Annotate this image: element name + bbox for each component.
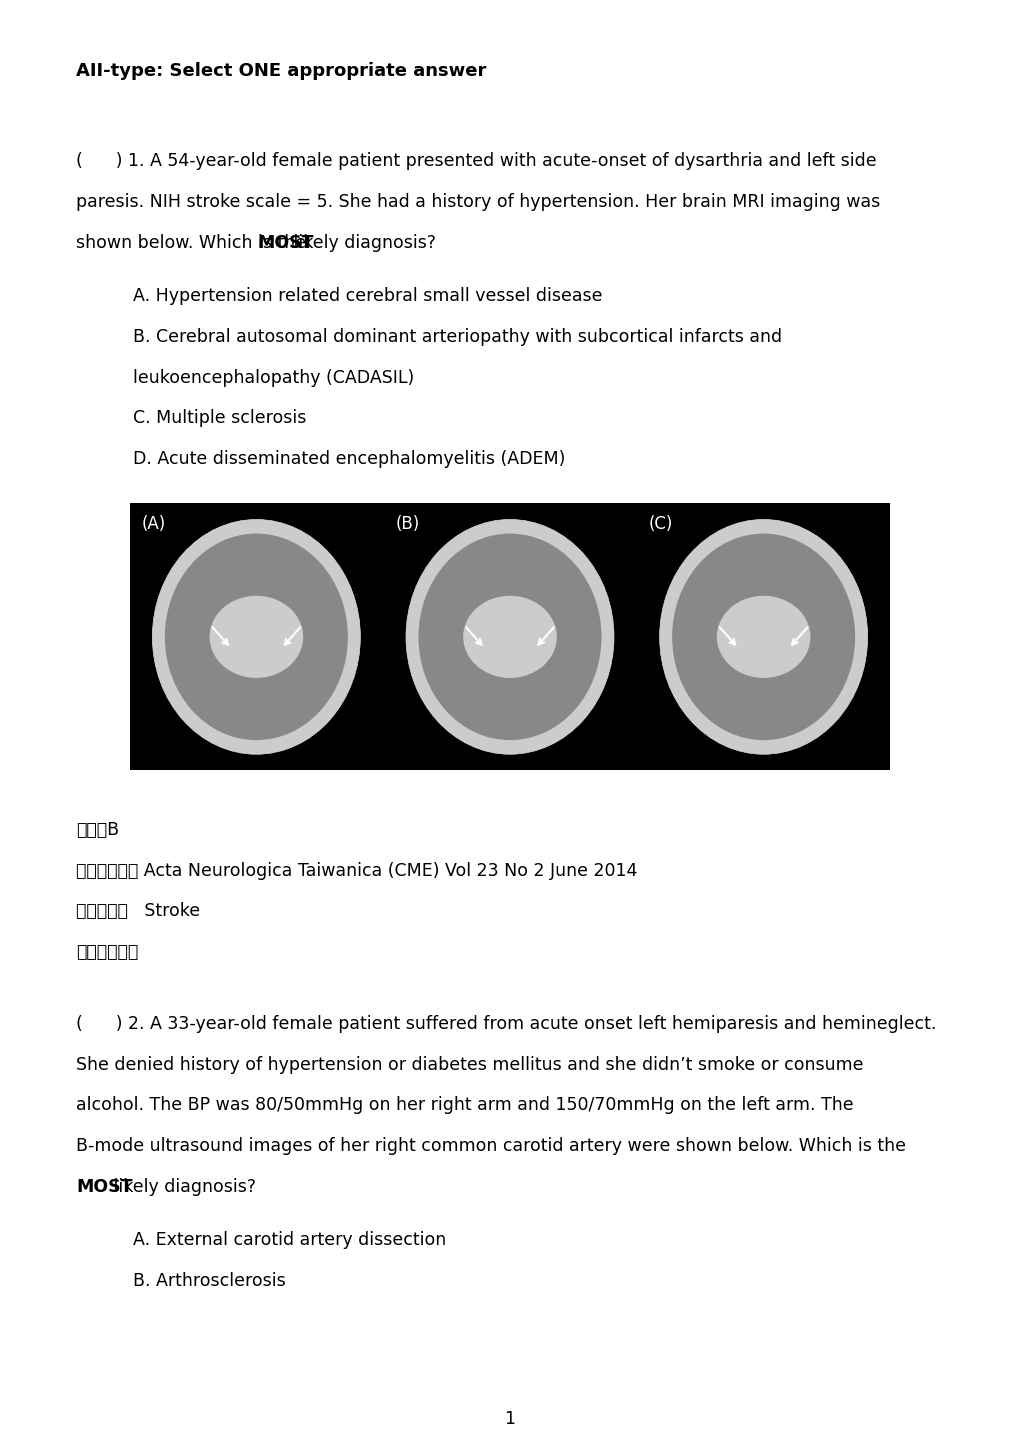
Text: 題目之出處： Acta Neurologica Taiwanica (CME) Vol 23 No 2 June 2014: 題目之出處： Acta Neurologica Taiwanica (CME) … — [76, 862, 637, 880]
Text: likely diagnosis?: likely diagnosis? — [108, 1178, 256, 1195]
Text: alcohol. The BP was 80/50mmHg on her right arm and 150/70mmHg on the left arm. T: alcohol. The BP was 80/50mmHg on her rig… — [76, 1096, 853, 1115]
Text: A. Hypertension related cerebral small vessel disease: A. Hypertension related cerebral small v… — [132, 287, 601, 304]
Ellipse shape — [659, 519, 867, 754]
Text: 題目屬性：   Stroke: 題目屬性： Stroke — [76, 903, 201, 920]
Text: AII-type: Select ONE appropriate answer: AII-type: Select ONE appropriate answer — [76, 62, 486, 79]
Text: B. Arthrosclerosis: B. Arthrosclerosis — [132, 1272, 285, 1291]
Text: B. Cerebral autosomal dominant arteriopathy with subcortical infarcts and: B. Cerebral autosomal dominant arteriopa… — [132, 327, 781, 346]
Ellipse shape — [406, 519, 613, 754]
Text: MOST: MOST — [76, 1178, 132, 1195]
Text: shown below. Which is the: shown below. Which is the — [76, 234, 312, 251]
Text: 解答：B: 解答：B — [76, 820, 119, 839]
Text: likely diagnosis?: likely diagnosis? — [288, 234, 436, 251]
Text: MOST: MOST — [257, 234, 314, 251]
Text: She denied history of hypertension or diabetes mellitus and she didn’t smoke or : She denied history of hypertension or di… — [76, 1056, 863, 1074]
Text: (B): (B) — [395, 515, 419, 534]
Ellipse shape — [209, 596, 303, 678]
Text: paresis. NIH stroke scale = 5. She had a history of hypertension. Her brain MRI : paresis. NIH stroke scale = 5. She had a… — [76, 193, 879, 211]
Text: 題目難易：易: 題目難易：易 — [76, 943, 139, 962]
Bar — [129, 503, 890, 770]
Text: 1: 1 — [504, 1410, 515, 1428]
Ellipse shape — [463, 596, 556, 678]
Text: (A): (A) — [142, 515, 166, 534]
Text: (      ) 1. A 54-year-old female patient presented with acute-onset of dysarthri: ( ) 1. A 54-year-old female patient pres… — [76, 151, 876, 170]
Text: C. Multiple sclerosis: C. Multiple sclerosis — [132, 410, 306, 427]
Text: (      ) 2. A 33-year-old female patient suffered from acute onset left hemipare: ( ) 2. A 33-year-old female patient suff… — [76, 1015, 936, 1032]
Ellipse shape — [165, 534, 347, 740]
Text: B-mode ultrasound images of her right common carotid artery were shown below. Wh: B-mode ultrasound images of her right co… — [76, 1138, 906, 1155]
Ellipse shape — [418, 534, 601, 740]
Text: (C): (C) — [648, 515, 673, 534]
Ellipse shape — [152, 519, 360, 754]
Ellipse shape — [716, 596, 810, 678]
Text: A. External carotid artery dissection: A. External carotid artery dissection — [132, 1231, 445, 1249]
Text: D. Acute disseminated encephalomyelitis (ADEM): D. Acute disseminated encephalomyelitis … — [132, 450, 565, 469]
Ellipse shape — [672, 534, 854, 740]
Text: leukoencephalopathy (CADASIL): leukoencephalopathy (CADASIL) — [132, 369, 414, 386]
